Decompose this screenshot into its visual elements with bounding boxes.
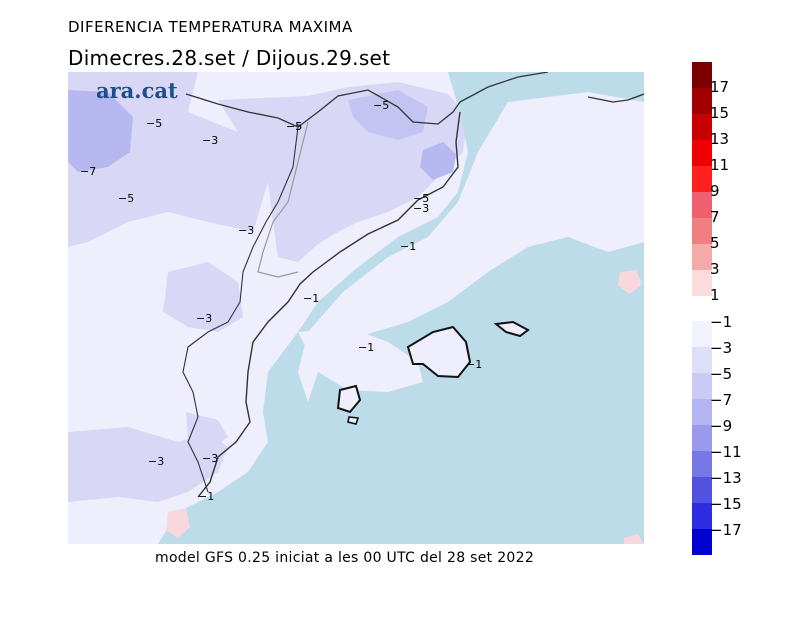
ara-cat-logo: ara.cat: [96, 78, 178, 103]
legend-swatch: [692, 321, 712, 347]
cold-zone-south: [68, 427, 228, 502]
legend-label: 17: [710, 78, 730, 96]
contour-label: −5: [286, 120, 302, 133]
cold-core-pyrenees: [420, 142, 456, 180]
legend-swatch: [692, 88, 712, 114]
legend-label: 3: [710, 260, 720, 278]
legend-swatch: [692, 347, 712, 373]
warm-spot-east: [618, 270, 642, 294]
legend-label: −3: [710, 339, 733, 357]
contour-label: −3: [238, 224, 254, 237]
contour-label: −1: [198, 490, 214, 503]
contour-label: −1: [466, 358, 482, 371]
contour-label: −3: [196, 312, 212, 325]
sea-pale-patch: [298, 327, 423, 392]
legend-swatch: [692, 477, 712, 503]
legend-swatch: [692, 451, 712, 477]
national-border: [185, 89, 461, 128]
coastline-far-north: [587, 93, 644, 103]
legend-swatch: [692, 166, 712, 192]
contour-label: −5: [413, 192, 429, 205]
legend-label: −11: [710, 443, 742, 461]
legend-swatch: [692, 270, 712, 296]
legend-positive-scale: [692, 62, 712, 296]
legend-label: 7: [710, 208, 720, 226]
contour-label: −7: [80, 165, 96, 178]
island-menorca: [493, 320, 530, 338]
legend-swatch: [692, 244, 712, 270]
legend-label: 13: [710, 130, 730, 148]
legend-swatch: [692, 62, 712, 88]
contour-label: −5: [286, 120, 302, 133]
warm-spot-corner: [624, 534, 644, 544]
coastline: [197, 111, 461, 498]
contour-label: −3: [202, 452, 218, 465]
legend-label: 5: [710, 234, 720, 252]
legend-swatch: [692, 140, 712, 166]
island-formentera: [347, 416, 360, 425]
island-ibiza: [336, 384, 362, 414]
contour-labels: −5 −5 −3 −7 −5 −3 −5 −5 −3 −5 −1 −1 −3 −…: [80, 99, 482, 503]
contour-label: −5: [118, 192, 134, 205]
map-date-range: Dimecres.28.set / Dijous.29.set: [68, 46, 391, 70]
temperature-difference-map: ara.cat −5 −5 −3 −7 −5 −3 −5 −5 −3 −5 −1…: [68, 72, 644, 544]
contour-label: −1: [303, 292, 319, 305]
legend-label: −17: [710, 521, 742, 539]
cold-zone-central: [163, 262, 243, 332]
legend-swatch: [692, 218, 712, 244]
contour-label: −5: [373, 99, 389, 112]
legend-label: −15: [710, 495, 742, 513]
contour-label: −3: [202, 134, 218, 147]
legend-swatch: [692, 373, 712, 399]
legend-label: 1: [710, 286, 720, 304]
legend-label: −7: [710, 391, 733, 409]
contour-label: −3: [148, 455, 164, 468]
coastline-north: [459, 72, 549, 103]
legend-swatch: [692, 425, 712, 451]
cold-core-north: [348, 90, 428, 140]
legend-label: 11: [710, 156, 730, 174]
legend-label: −1: [710, 313, 733, 331]
warm-spot-southwest: [166, 508, 190, 538]
legend-label: 15: [710, 104, 730, 122]
province-border: [182, 126, 299, 493]
contour-label: −1: [358, 341, 374, 354]
regional-border: [257, 121, 309, 278]
legend-label: −13: [710, 469, 742, 487]
sea-pale-band: [298, 92, 644, 402]
legend-label: −5: [710, 365, 733, 383]
model-run-info: model GFS 0.25 iniciat a les 00 UTC del …: [155, 550, 535, 566]
legend-swatch: [692, 529, 712, 555]
island-mallorca: [406, 325, 472, 379]
map-title: DIFERENCIA TEMPERATURA MAXIMA: [68, 18, 353, 36]
contour-label: −5: [146, 117, 162, 130]
legend-swatch: [692, 399, 712, 425]
contour-label: −3: [413, 202, 429, 215]
legend-negative-scale: [692, 321, 712, 555]
legend-label: 9: [710, 182, 720, 200]
legend-swatch: [692, 192, 712, 218]
legend-label: −9: [710, 417, 733, 435]
legend-swatch: [692, 114, 712, 140]
legend-swatch: [692, 503, 712, 529]
cold-core-west: [68, 90, 133, 172]
contour-label: −1: [400, 240, 416, 253]
